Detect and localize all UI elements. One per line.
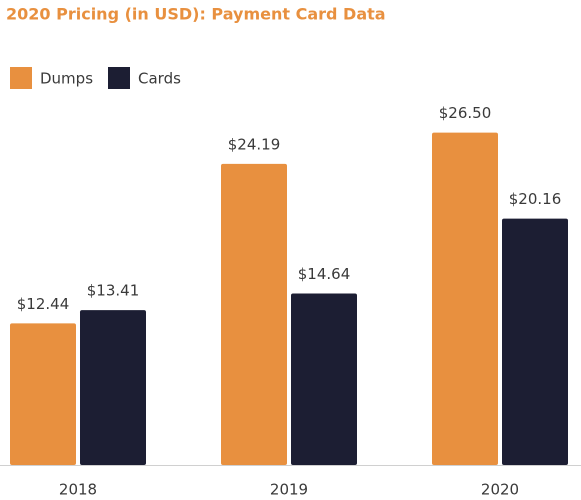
- x-tick-label: 2020: [481, 481, 519, 499]
- x-tick-label: 2019: [270, 481, 308, 499]
- value-label: $20.16: [509, 190, 562, 208]
- value-label: $13.41: [87, 282, 140, 300]
- bar: [291, 293, 357, 465]
- value-label: $14.64: [298, 265, 351, 283]
- bar: [10, 323, 76, 465]
- bar: [80, 310, 146, 465]
- legend-label: Cards: [138, 70, 181, 88]
- x-tick-label: 2018: [59, 481, 97, 499]
- bar: [502, 218, 568, 465]
- legend-swatch: [108, 67, 130, 89]
- chart-title: 2020 Pricing (in USD): Payment Card Data: [6, 5, 386, 24]
- value-label: $24.19: [228, 135, 281, 153]
- legend-swatch: [10, 67, 32, 89]
- bar: [221, 163, 287, 465]
- legend-label: Dumps: [40, 70, 93, 88]
- bar: [432, 132, 498, 465]
- value-label: $12.44: [17, 295, 70, 313]
- value-label: $26.50: [439, 104, 492, 122]
